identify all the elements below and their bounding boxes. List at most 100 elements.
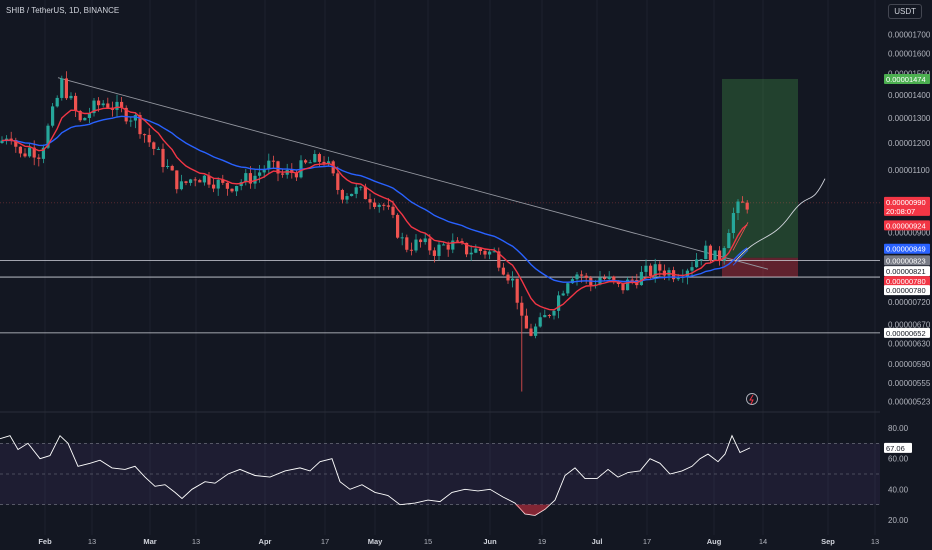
time-axis-label: 17: [643, 537, 651, 546]
candle-body: [83, 117, 87, 121]
candle-body: [46, 125, 50, 148]
candle-body: [9, 138, 13, 141]
candle-body: [156, 148, 160, 150]
time-axis-label: Sep: [821, 537, 835, 546]
candle-body: [474, 248, 478, 253]
candle-body: [262, 169, 266, 173]
candle-body: [271, 160, 275, 162]
price-label-box: [884, 220, 930, 231]
candle-body: [621, 284, 625, 291]
candle-body: [276, 161, 280, 174]
ema-fast-line: [1, 106, 748, 311]
candle-body: [419, 239, 423, 243]
candle-body: [483, 251, 487, 255]
candle-body: [317, 154, 321, 162]
candle-body: [0, 140, 4, 143]
candle-body: [524, 315, 528, 329]
time-axis-label: Jun: [483, 537, 497, 546]
candle-body: [345, 196, 349, 200]
candle-body: [488, 251, 492, 255]
price-tick-label: 0.00001600: [888, 49, 931, 58]
price-label-box: [884, 327, 930, 338]
candle-body: [534, 326, 538, 336]
price-tick-label: 0.00000523: [888, 398, 931, 407]
candle-body: [92, 100, 96, 114]
symbol-title: SHIB / TetherUS, 1D, BINANCE: [6, 6, 120, 15]
time-axis-label: 17: [321, 537, 329, 546]
candle-body: [391, 206, 395, 215]
price-label-text: 20:08:07: [886, 207, 915, 216]
candle-body: [37, 157, 41, 159]
candle-body: [267, 160, 271, 170]
time-axis-label: 13: [88, 537, 96, 546]
rsi-oversold-fill: [515, 504, 550, 516]
candle-body: [138, 115, 142, 135]
price-tick-label: 0.00000555: [888, 379, 931, 388]
candle-body: [653, 264, 657, 276]
candle-body: [741, 201, 745, 203]
candle-body: [630, 279, 634, 281]
time-axis-label: 19: [538, 537, 546, 546]
candle-body: [225, 182, 229, 189]
candle-body: [115, 101, 119, 110]
rsi-value-label: 67.06: [886, 444, 905, 453]
time-axis-label: Jul: [592, 537, 603, 546]
candle-body: [193, 179, 197, 181]
price-label-box: [884, 73, 930, 84]
candle-body: [304, 160, 308, 163]
candle-body: [87, 113, 91, 118]
time-axis-label: May: [368, 537, 383, 546]
candle-body: [409, 249, 413, 251]
candle-body: [170, 165, 174, 171]
price-label-text: 0.00000823: [886, 256, 926, 265]
candle-body: [124, 107, 128, 122]
candle-body: [455, 240, 459, 242]
candle-body: [520, 302, 524, 316]
candle-body: [676, 277, 680, 280]
candle-body: [248, 173, 252, 184]
candle-body: [603, 277, 607, 279]
alert-icon: [746, 393, 758, 405]
candle-body: [23, 153, 27, 157]
price-label-box: [884, 266, 930, 277]
candle-body: [423, 238, 427, 243]
candle-body: [69, 95, 73, 99]
candle-body: [133, 115, 137, 121]
candle-body: [718, 250, 722, 261]
candle-body: [313, 154, 317, 163]
candle-body: [202, 175, 206, 183]
candle-body: [690, 267, 694, 271]
candle-body: [658, 264, 662, 271]
candle-body: [55, 97, 59, 107]
projection-blue: [732, 250, 749, 266]
candle-body: [189, 179, 193, 183]
candle-body: [529, 328, 533, 336]
candle-body: [258, 172, 262, 176]
candle-body: [552, 310, 556, 316]
candle-body: [294, 172, 298, 178]
candle-body: [64, 78, 68, 99]
time-axis-label: Mar: [143, 537, 156, 546]
price-tick-label: 0.00001100: [888, 166, 930, 175]
price-label-box: [884, 243, 930, 254]
price-label-text: 0.00000780: [886, 277, 926, 286]
candle-body: [120, 101, 124, 108]
candle-body: [575, 274, 579, 280]
candle-body: [400, 237, 404, 239]
price-label-text: 0.00000780: [886, 286, 926, 295]
candle-body: [713, 250, 717, 261]
currency-badge[interactable]: USDT: [888, 4, 922, 19]
candle-body: [699, 259, 703, 261]
candle-body: [207, 175, 211, 185]
price-label-box: [884, 285, 930, 296]
candle-body: [446, 244, 450, 250]
candle-body: [566, 283, 570, 294]
candle-body: [469, 252, 473, 255]
candle-body: [465, 242, 469, 255]
rsi-line: [0, 434, 751, 516]
candle-body: [497, 251, 501, 268]
candle-body: [363, 186, 367, 200]
price-tick-label: 0.00000590: [888, 360, 931, 369]
price-label-text: 0.00000652: [886, 329, 926, 338]
